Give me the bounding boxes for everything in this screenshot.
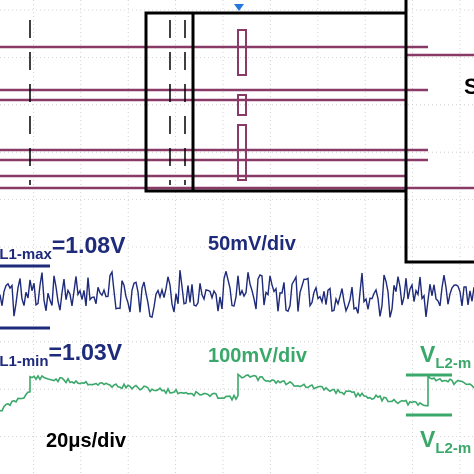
ch1-min-label: VL1-min=1.03V: [0, 339, 123, 370]
ch1-max-value: =1.08V: [52, 232, 126, 258]
ch1-min-sub: L1-min: [0, 353, 49, 370]
ch2-upper-label: VL2-m: [420, 341, 471, 372]
trigger-marker: [234, 4, 244, 11]
ch2-lower-label: VL2-m: [420, 426, 471, 457]
zoom-window-frame: [404, 0, 474, 264]
ch2-waveform: [0, 372, 474, 412]
time-scale-label: 20μs/div: [46, 430, 127, 452]
ch1-max-label: VL1-max=1.08V: [0, 232, 126, 263]
ch2-lower-sub: L2-m: [435, 440, 471, 457]
upper-trace-pulse: [237, 29, 247, 76]
overflow-letter: S: [464, 74, 474, 99]
upper-trace-pulse: [237, 124, 247, 181]
ch1-max-sub: L1-max: [0, 246, 53, 263]
ch2-scale-label: 100mV/div: [208, 345, 308, 367]
ch2-upper-prefix: V: [420, 341, 436, 367]
ch1-scale-label: 50mV/div: [208, 233, 297, 255]
zoom-boxes: [144, 0, 474, 264]
ch1-waveform: [0, 269, 474, 319]
ch2-lower-prefix: V: [420, 426, 436, 452]
ch2-upper-sub: L2-m: [435, 355, 471, 372]
upper-traces: [0, 20, 474, 190]
ch1-min-value: =1.03V: [49, 339, 123, 365]
channel2-trace: [0, 372, 474, 417]
annotations: VL1-max=1.08V 50mV/div VL1-min=1.03V 100…: [0, 74, 474, 457]
channel1-trace: [0, 264, 474, 330]
upper-trace-pulse: [237, 94, 247, 116]
